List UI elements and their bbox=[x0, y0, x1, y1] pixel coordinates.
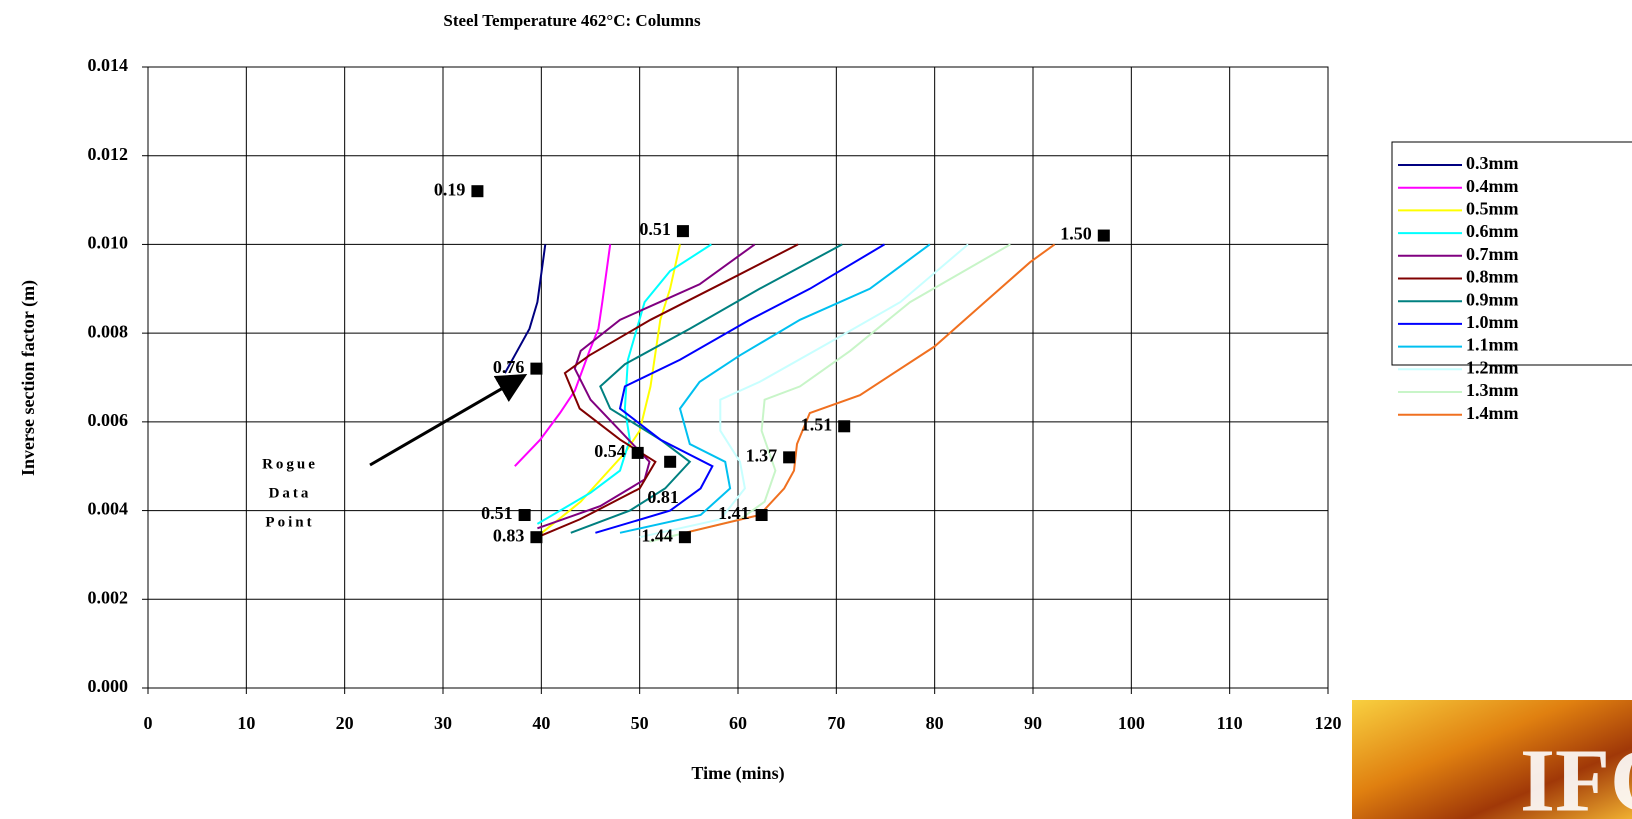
x-tick-label: 40 bbox=[532, 713, 550, 733]
x-tick-label: 90 bbox=[1024, 713, 1042, 733]
series-line bbox=[595, 243, 886, 534]
data-point bbox=[678, 531, 691, 544]
x-tick-label: 0 bbox=[144, 713, 153, 733]
point-label: 0.83 bbox=[493, 525, 525, 545]
y-tick-label: 0.002 bbox=[88, 587, 129, 607]
y-tick-label: 0.004 bbox=[88, 499, 129, 519]
data-point bbox=[664, 455, 677, 468]
data-point bbox=[676, 225, 689, 238]
x-tick-label: 70 bbox=[827, 713, 845, 733]
data-point bbox=[631, 446, 644, 459]
point-label: 0.81 bbox=[647, 487, 679, 507]
legend-box bbox=[1391, 141, 1632, 366]
point-label: 1.50 bbox=[1060, 224, 1092, 244]
point-label: 1.44 bbox=[641, 525, 673, 545]
legend-label: 0.7mm bbox=[1466, 244, 1519, 264]
series-line bbox=[570, 243, 843, 534]
x-tick-label: 120 bbox=[1315, 713, 1342, 733]
point-label: 0.19 bbox=[434, 179, 466, 199]
legend-label: 0.5mm bbox=[1466, 199, 1519, 219]
y-tick-label: 0.012 bbox=[88, 144, 129, 164]
chart-title: Steel Temperature 462°C: Columns bbox=[443, 11, 701, 30]
x-axis-title: Time (mins) bbox=[691, 763, 784, 784]
series-line bbox=[639, 243, 969, 539]
series-line bbox=[537, 243, 799, 539]
y-tick-label: 0.014 bbox=[88, 55, 129, 75]
y-tick-label: 0.000 bbox=[88, 676, 129, 696]
series-line bbox=[619, 243, 931, 534]
legend-label: 0.8mm bbox=[1466, 267, 1519, 287]
point-label: 0.51 bbox=[481, 503, 513, 523]
annotation: Data bbox=[269, 485, 312, 501]
series-line bbox=[536, 243, 712, 525]
x-tick-label: 110 bbox=[1217, 713, 1243, 733]
data-point bbox=[1097, 229, 1110, 242]
y-tick-label: 0.006 bbox=[88, 410, 129, 430]
point-label: 1.41 bbox=[718, 503, 750, 523]
data-point bbox=[755, 509, 768, 522]
x-tick-label: 30 bbox=[434, 713, 452, 733]
series-line bbox=[514, 244, 612, 467]
x-tick-label: 100 bbox=[1118, 713, 1145, 733]
point-label: 1.51 bbox=[801, 414, 833, 434]
legend-label: 1.4mm bbox=[1466, 403, 1519, 423]
point-label: 0.76 bbox=[493, 357, 525, 377]
x-tick-label: 10 bbox=[237, 713, 255, 733]
legend-label: 1.1mm bbox=[1466, 335, 1519, 355]
legend-label: 0.3mm bbox=[1466, 153, 1519, 173]
data-point bbox=[530, 362, 543, 375]
data-point bbox=[530, 531, 543, 544]
annotation: Rogue bbox=[262, 456, 318, 472]
legend-label: 0.4mm bbox=[1466, 176, 1519, 196]
y-axis-title: Inverse section factor (m) bbox=[18, 280, 39, 476]
legend-label: 1.2mm bbox=[1466, 357, 1519, 377]
data-point bbox=[471, 185, 484, 198]
logo-background bbox=[1352, 700, 1632, 819]
series-line bbox=[684, 243, 1056, 534]
series-line bbox=[649, 243, 1011, 543]
data-point bbox=[518, 509, 531, 522]
y-tick-label: 0.010 bbox=[88, 233, 129, 253]
annotation: Point bbox=[265, 514, 314, 530]
point-label: 0.51 bbox=[639, 219, 671, 239]
x-tick-label: 20 bbox=[336, 713, 354, 733]
legend-label: 0.9mm bbox=[1466, 289, 1519, 309]
x-tick-label: 60 bbox=[729, 713, 747, 733]
x-tick-label: 80 bbox=[926, 713, 944, 733]
legend-label: 0.6mm bbox=[1466, 221, 1519, 241]
legend-label: 1.3mm bbox=[1466, 380, 1519, 400]
annotation-arrow bbox=[369, 373, 528, 467]
point-label: 1.37 bbox=[746, 445, 778, 465]
legend-label: 1.0mm bbox=[1466, 312, 1519, 332]
y-tick-label: 0.008 bbox=[88, 321, 129, 341]
point-label: 0.54 bbox=[594, 441, 626, 461]
data-point bbox=[838, 420, 851, 433]
series-line bbox=[537, 243, 756, 530]
x-tick-label: 50 bbox=[631, 713, 649, 733]
data-point bbox=[783, 451, 796, 464]
logo-text: IFC bbox=[1520, 732, 1632, 819]
series-line bbox=[504, 244, 547, 374]
